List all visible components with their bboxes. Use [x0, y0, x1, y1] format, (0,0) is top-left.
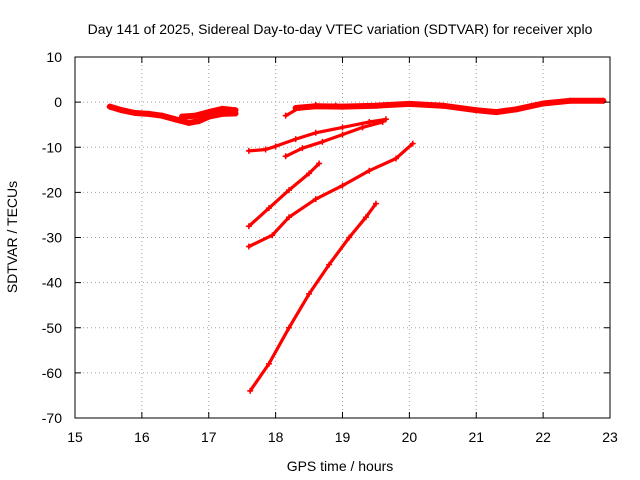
- data-point: [513, 106, 520, 113]
- data-point: [332, 102, 339, 109]
- y-tick-label: -40: [42, 275, 62, 291]
- x-axis-label: GPS time / hours: [287, 458, 394, 474]
- data-point: [600, 97, 607, 104]
- data-point: [372, 200, 379, 207]
- data-point: [319, 138, 326, 145]
- data-point: [306, 290, 313, 297]
- data-series: [106, 97, 607, 394]
- data-point: [393, 155, 399, 162]
- chart-title: Day 141 of 2025, Sidereal Day-to-day VTE…: [88, 21, 593, 37]
- y-tick-label: -60: [42, 365, 62, 381]
- y-tick-label: -20: [42, 184, 62, 200]
- data-point: [245, 243, 252, 250]
- y-tick-label: -50: [42, 320, 62, 336]
- series-track-3: [292, 97, 607, 116]
- data-point: [247, 387, 254, 394]
- data-point: [299, 145, 306, 152]
- data-point: [339, 182, 346, 189]
- data-point: [205, 109, 212, 116]
- data-point: [339, 131, 346, 138]
- data-point: [232, 107, 239, 114]
- data-point: [473, 107, 480, 114]
- data-point: [312, 196, 319, 203]
- data-point: [262, 146, 269, 153]
- data-point: [272, 143, 279, 150]
- data-point: [409, 140, 416, 147]
- grid-lines: [75, 57, 610, 418]
- data-point: [245, 147, 252, 154]
- x-tick-label: 15: [67, 429, 83, 445]
- data-point: [265, 360, 272, 367]
- data-point: [296, 104, 303, 111]
- data-point: [366, 167, 373, 174]
- data-point: [339, 124, 346, 131]
- data-point: [566, 97, 573, 104]
- x-tick-label: 16: [134, 429, 150, 445]
- data-point: [282, 112, 289, 119]
- data-point: [282, 153, 289, 160]
- x-tick-label: 20: [402, 429, 418, 445]
- data-point: [158, 112, 165, 119]
- data-point: [286, 324, 292, 331]
- data-point: [118, 107, 125, 114]
- y-tick-label: 0: [54, 94, 62, 110]
- data-point: [346, 234, 353, 241]
- tick-labels: 15 16 17 18 19 20 21 22 23 10 0 -10 -20 -30 -40 -50 -60 -…: [42, 49, 618, 445]
- y-axis-label: SDTVAR / TECUs: [4, 181, 20, 293]
- x-tick-label: 21: [468, 429, 484, 445]
- series-track-9: [248, 202, 378, 393]
- axis-ticks: [74, 56, 611, 419]
- data-point: [439, 102, 446, 109]
- data-point: [382, 116, 389, 123]
- x-tick-label: 18: [268, 429, 284, 445]
- data-point: [316, 160, 323, 167]
- data-point: [306, 170, 313, 177]
- data-point: [359, 124, 366, 131]
- y-tick-label: -30: [42, 230, 62, 246]
- data-point: [132, 109, 139, 116]
- data-point: [406, 100, 413, 107]
- y-tick-label: -10: [42, 139, 62, 155]
- data-point: [326, 261, 333, 268]
- x-tick-label: 17: [201, 429, 217, 445]
- data-point: [493, 109, 500, 116]
- series-track-6: [284, 120, 385, 158]
- data-point: [219, 105, 226, 112]
- data-point: [265, 205, 272, 212]
- x-tick-label: 22: [535, 429, 551, 445]
- data-point: [172, 116, 179, 123]
- data-point: [312, 129, 319, 136]
- y-tick-label: -70: [42, 410, 62, 426]
- data-point: [292, 136, 299, 143]
- data-point: [339, 103, 346, 110]
- data-point: [106, 103, 113, 110]
- data-point: [192, 112, 199, 119]
- data-point: [179, 113, 185, 120]
- series-track-4: [284, 103, 338, 118]
- data-point: [195, 118, 202, 125]
- data-point: [245, 223, 252, 230]
- y-tick-label: 10: [46, 49, 62, 65]
- data-point: [372, 102, 379, 109]
- series-track-5: [247, 117, 388, 153]
- x-tick-label: 23: [602, 429, 618, 445]
- data-point: [540, 100, 547, 107]
- data-point: [286, 214, 292, 221]
- data-point: [286, 187, 292, 194]
- data-point: [145, 110, 152, 117]
- data-point: [269, 232, 276, 239]
- data-point: [362, 214, 369, 221]
- x-tick-label: 19: [335, 429, 351, 445]
- data-point: [379, 118, 386, 125]
- data-point: [185, 119, 192, 126]
- data-point: [312, 101, 319, 108]
- series-track-8: [247, 142, 415, 249]
